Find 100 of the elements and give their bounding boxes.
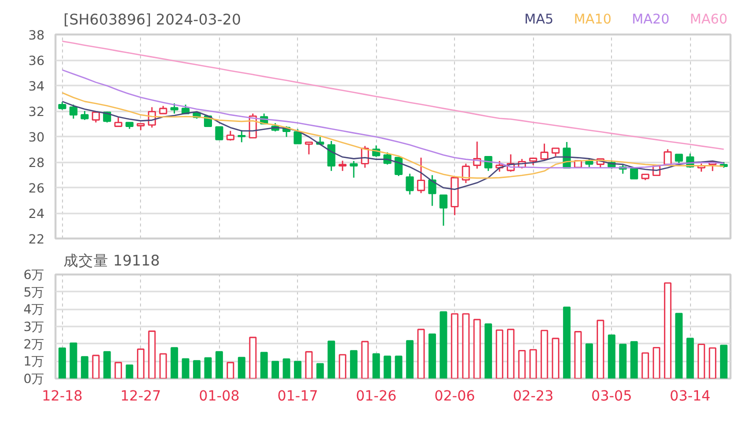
text: MA5 — [524, 12, 554, 28]
bar — [238, 356, 246, 378]
y-tick-label: 24 — [28, 206, 45, 221]
bar — [136, 348, 144, 378]
bar — [92, 354, 100, 378]
bar — [596, 320, 604, 378]
candlestick — [630, 168, 638, 180]
bar — [361, 340, 369, 378]
candlestick — [394, 156, 403, 177]
bar — [80, 356, 88, 378]
candlestick — [304, 142, 313, 155]
candlestick — [664, 148, 672, 166]
candlestick — [170, 102, 178, 114]
candlestick — [327, 140, 336, 172]
x-tick-label: 02-06 — [434, 388, 476, 404]
bar — [630, 341, 638, 378]
text: MA10 — [574, 12, 612, 28]
bar — [552, 338, 560, 378]
bar — [305, 351, 313, 378]
y-tick-label: 3万 — [23, 319, 45, 334]
bar — [698, 344, 706, 378]
y-tick-label: 32 — [28, 104, 45, 119]
bar — [182, 358, 190, 378]
y-tick-label: 1万 — [23, 354, 45, 369]
bar — [406, 340, 414, 378]
bar — [428, 333, 436, 378]
bar — [675, 312, 683, 378]
bar — [328, 340, 336, 378]
x-tick-label: 01-08 — [198, 388, 240, 404]
y-tick-label: 38 — [28, 28, 45, 42]
bar — [720, 344, 728, 378]
bar — [272, 360, 279, 378]
bar — [282, 358, 290, 378]
bar — [473, 318, 481, 378]
bar — [652, 346, 660, 378]
y-tick-label: 28 — [28, 155, 45, 170]
bar — [462, 313, 470, 378]
bar — [294, 360, 302, 378]
bar — [619, 344, 627, 378]
bar — [148, 330, 156, 378]
bar — [204, 357, 212, 378]
x-tick-label: 12-18 — [42, 388, 83, 404]
bar — [159, 353, 167, 378]
bar — [394, 356, 402, 378]
y-tick-label: 5万 — [23, 284, 45, 300]
bar — [372, 353, 380, 378]
bar — [608, 334, 616, 378]
y-tick-label: 26 — [28, 180, 45, 196]
x-tick-label: 02-23 — [512, 388, 554, 404]
candlestick — [417, 157, 426, 194]
candlestick — [540, 142, 548, 162]
bar — [518, 350, 526, 378]
bar — [316, 363, 324, 378]
bar — [226, 362, 234, 378]
bar — [574, 331, 582, 378]
bar — [484, 323, 492, 378]
bar — [215, 351, 223, 378]
candlestick — [294, 128, 302, 144]
candlestick — [439, 194, 448, 226]
y-tick-label: 34 — [28, 78, 45, 94]
x-tick-label: 01-17 — [277, 388, 318, 404]
candlestick — [406, 173, 414, 196]
bar — [350, 350, 358, 378]
bar — [260, 352, 268, 378]
candlestick — [350, 160, 358, 178]
chart-title: [SH603896] 2024-03-20 — [64, 12, 242, 29]
candlestick — [462, 163, 470, 184]
candlestick — [69, 104, 78, 120]
y-tick-label: 36 — [28, 53, 45, 68]
bar — [507, 328, 514, 378]
y-tick-label: 0万 — [23, 371, 45, 386]
candlestick — [215, 126, 224, 140]
bar — [585, 343, 593, 378]
bar — [126, 364, 134, 378]
bar — [440, 311, 448, 378]
bar — [170, 347, 178, 378]
line-series — [62, 40, 724, 150]
candlestick — [484, 156, 492, 172]
bar — [450, 313, 458, 378]
y-tick-label: 6万 — [23, 267, 45, 282]
x-tick-label: 03-05 — [591, 388, 632, 404]
bar — [249, 336, 257, 378]
candlestick — [428, 174, 436, 207]
bar — [384, 356, 392, 378]
bar — [338, 354, 346, 378]
bar — [70, 342, 78, 378]
x-tick-label: 01-26 — [356, 388, 397, 404]
bar — [103, 351, 111, 378]
bar — [496, 329, 504, 378]
y-tick-label: 4万 — [23, 302, 45, 317]
bar — [417, 328, 425, 378]
y-tick-label: 22 — [28, 232, 45, 246]
bar — [686, 338, 694, 378]
bar — [708, 347, 716, 378]
x-tick-label: 12-27 — [120, 388, 162, 404]
bar — [642, 352, 650, 378]
bar — [540, 330, 548, 378]
bar — [193, 360, 201, 378]
candlestick — [338, 160, 347, 172]
bar — [58, 348, 66, 378]
